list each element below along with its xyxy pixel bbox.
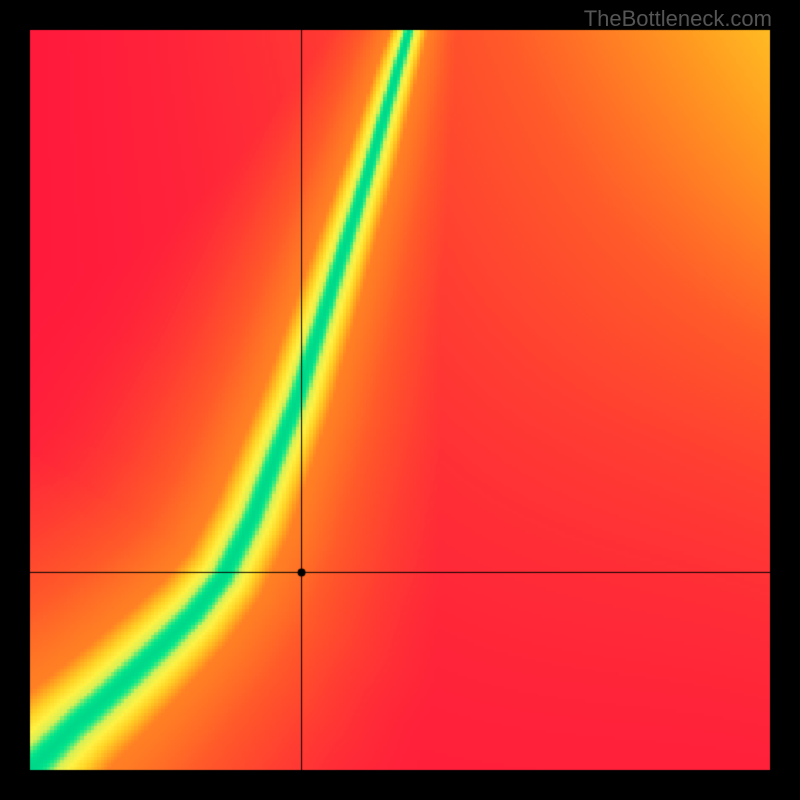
chart-container: TheBottleneck.com xyxy=(0,0,800,800)
watermark-text: TheBottleneck.com xyxy=(584,6,772,32)
heatmap-canvas xyxy=(0,0,800,800)
